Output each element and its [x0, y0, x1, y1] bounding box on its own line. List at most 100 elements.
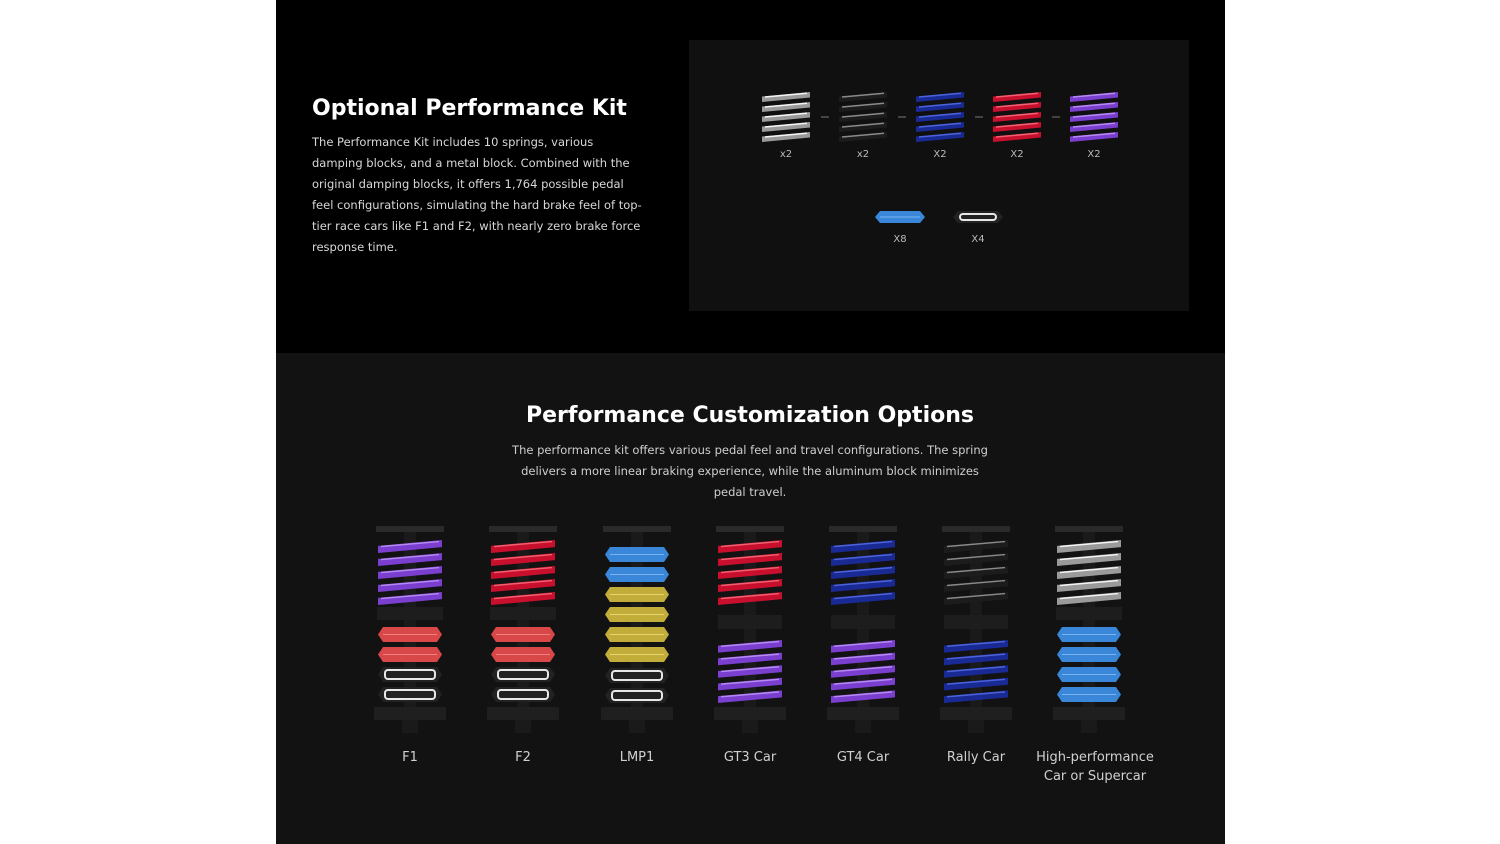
spring-highlight — [946, 566, 1006, 574]
spring-highlight — [946, 653, 1006, 660]
spring-highlight — [493, 566, 553, 574]
spring-highlight — [1072, 112, 1116, 118]
top-cap — [376, 526, 444, 532]
spring-count: x2 — [856, 149, 870, 160]
spring-highlight — [918, 122, 962, 128]
base — [940, 707, 1012, 720]
kit-panel — [689, 40, 1189, 311]
block-count: X8 — [893, 234, 907, 245]
stem — [1081, 720, 1097, 733]
spring-highlight — [841, 92, 885, 98]
spring-highlight — [841, 132, 885, 138]
config-name: Rally Car — [946, 750, 1006, 765]
separator — [821, 116, 829, 118]
spring-highlight — [380, 566, 440, 574]
spring-highlight — [833, 579, 893, 587]
kit-description: The Performance Kit includes 10 springs,… — [312, 135, 642, 254]
spring-highlight — [946, 592, 1006, 600]
spring-highlight — [1059, 553, 1119, 561]
base — [601, 707, 673, 720]
block-ring — [959, 213, 997, 221]
config-name: F1 — [402, 750, 418, 765]
base — [487, 707, 559, 720]
spring-highlight — [946, 678, 1006, 685]
separator — [1052, 116, 1060, 118]
base — [714, 707, 786, 720]
spring-count: X2 — [1010, 149, 1024, 160]
spring-highlight — [1072, 92, 1116, 98]
top-cap — [1055, 526, 1123, 532]
stem — [968, 720, 984, 733]
spring-highlight — [380, 592, 440, 600]
spring-highlight — [1059, 579, 1119, 587]
spring-highlight — [995, 112, 1039, 118]
spring-highlight — [833, 553, 893, 561]
spring-highlight — [380, 553, 440, 561]
spring-highlight — [841, 122, 885, 128]
spring-count: X2 — [1087, 149, 1101, 160]
spring-highlight — [720, 691, 780, 698]
spring-highlight — [493, 553, 553, 561]
top-cap — [829, 526, 897, 532]
spring-highlight — [833, 640, 893, 648]
spring-highlight — [841, 102, 885, 108]
spring-highlight — [995, 92, 1039, 98]
config-name: GT4 Car — [836, 750, 890, 765]
stem — [402, 720, 418, 733]
block-count: X4 — [971, 234, 985, 245]
spring-highlight — [493, 592, 553, 600]
options-title: Performance Customization Options — [525, 403, 974, 428]
spring-highlight — [720, 553, 780, 561]
config-name: F2 — [515, 750, 531, 765]
metal-block — [718, 615, 782, 629]
spring-highlight — [1072, 132, 1116, 138]
spring-highlight — [833, 665, 893, 673]
spring-count: x2 — [779, 149, 793, 160]
stem — [515, 720, 531, 733]
spring-highlight — [720, 579, 780, 587]
spring-highlight — [833, 592, 893, 600]
config-name: LMP1 — [619, 750, 655, 765]
top-cap — [942, 526, 1010, 532]
spring-highlight — [946, 691, 1006, 698]
spring-highlight — [1059, 592, 1119, 600]
spring-highlight — [918, 132, 962, 138]
spring-highlight — [764, 102, 808, 108]
spring-highlight — [720, 665, 780, 673]
spring-highlight — [720, 653, 780, 660]
spring-highlight — [493, 579, 553, 587]
spring-highlight — [946, 540, 1006, 548]
spring-highlight — [833, 678, 893, 685]
spring-highlight — [720, 678, 780, 685]
spring-highlight — [380, 540, 440, 548]
block-ring — [611, 690, 663, 701]
separator — [898, 116, 906, 118]
block-ring — [497, 669, 549, 680]
spring-highlight — [720, 566, 780, 574]
spring-highlight — [995, 122, 1039, 128]
options-description: The performance kit offers various pedal… — [512, 443, 988, 499]
stem — [742, 720, 758, 733]
config-name: High-performance Car or Supercar — [1036, 750, 1154, 784]
spring-highlight — [946, 665, 1006, 673]
spring-highlight — [764, 92, 808, 98]
stem — [855, 720, 871, 733]
block-ring — [384, 669, 436, 680]
spring-highlight — [720, 540, 780, 548]
spring-highlight — [841, 112, 885, 118]
spring-highlight — [946, 579, 1006, 587]
block-ring — [497, 689, 549, 700]
spring-highlight — [493, 540, 553, 548]
config-name: GT3 Car — [723, 750, 777, 765]
metal-block — [831, 615, 895, 629]
kit-title: Optional Performance Kit — [312, 96, 627, 121]
spring-highlight — [764, 122, 808, 128]
block-ring — [384, 689, 436, 700]
spring-highlight — [946, 553, 1006, 561]
spring-highlight — [720, 640, 780, 648]
top-cap — [489, 526, 557, 532]
spring-highlight — [720, 592, 780, 600]
spring-highlight — [380, 579, 440, 587]
top-cap — [603, 526, 671, 532]
